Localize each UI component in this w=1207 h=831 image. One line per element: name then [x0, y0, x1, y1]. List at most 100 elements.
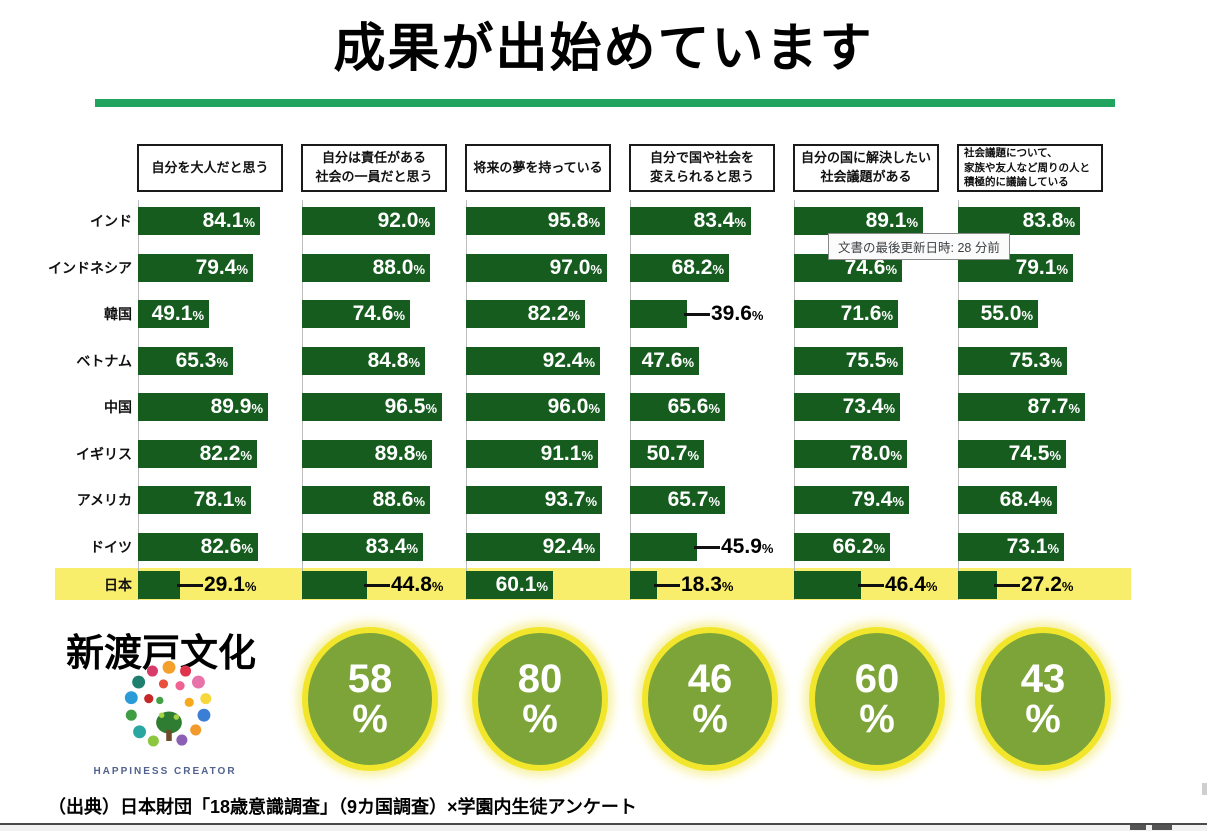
value-unit: % — [241, 541, 253, 556]
bar-value-outside: 46.4% — [885, 571, 937, 599]
bar-cell: 95.8% — [466, 207, 628, 235]
question-header-line: 家族や友人など周りの人と — [964, 161, 1090, 174]
bar-cell: 49.1% — [138, 300, 300, 328]
circle-unit: % — [522, 697, 558, 741]
bar-value-inside: 83.4% — [366, 533, 418, 561]
value-unit: % — [1063, 215, 1075, 230]
value-unit: % — [216, 355, 228, 370]
value-unit: % — [251, 401, 263, 416]
country-bar: 68.4% — [958, 486, 1057, 514]
value-unit: % — [682, 355, 694, 370]
last-updated-tooltip: 文書の最後更新日時: 28 分前 — [828, 233, 1010, 260]
value-unit: % — [1049, 448, 1061, 463]
bar-value-outside: 45.9% — [721, 533, 773, 561]
value-number: 97.0 — [549, 256, 591, 279]
bar-value-inside: 79.4% — [852, 486, 904, 514]
question-header: 社会議題について、 家族や友人など周りの人と 積極的に議論している — [957, 144, 1103, 192]
value-number: 78.1 — [193, 488, 235, 511]
value-number: 84.8 — [367, 349, 409, 372]
value-unit: % — [925, 579, 938, 594]
country-bar — [302, 571, 367, 599]
bar-cell: 92.4% — [466, 533, 628, 561]
question-header-line: 積極的に議論している — [964, 176, 1069, 189]
school-result-circle: 46% — [642, 627, 778, 771]
value-unit: % — [536, 579, 548, 594]
value-unit: % — [192, 308, 204, 323]
bar-value-inside: 60.1% — [496, 571, 548, 599]
value-unit: % — [873, 541, 885, 556]
value-number: 79.4 — [195, 256, 237, 279]
country-bar: 68.2% — [630, 254, 729, 282]
country-bar: 60.1% — [466, 571, 553, 599]
bar-value-inside: 65.6% — [668, 393, 720, 421]
bar-cell: 55.0% — [958, 300, 1120, 328]
value-number: 50.7 — [646, 442, 688, 465]
school-result-circle: 58% — [302, 627, 438, 771]
country-bar: 97.0% — [466, 254, 607, 282]
value-unit: % — [1061, 579, 1074, 594]
value-unit: % — [588, 401, 600, 416]
bar-value-outside: 27.2% — [1021, 571, 1073, 599]
bar-value-inside: 89.1% — [866, 207, 918, 235]
value-unit: % — [1021, 308, 1033, 323]
leader-line — [858, 584, 884, 587]
value-unit: % — [906, 215, 918, 230]
bar-cell: 89.8% — [302, 440, 464, 468]
value-unit: % — [431, 579, 444, 594]
country-label: 韓国 — [104, 306, 132, 322]
bar-value-inside: 75.3% — [1010, 347, 1062, 375]
country-label: アメリカ — [76, 492, 132, 508]
value-number: 27.2 — [1021, 573, 1062, 596]
bar-cell: 83.8% — [958, 207, 1120, 235]
bar-cell: 78.0% — [794, 440, 956, 468]
country-bar: 82.6% — [138, 533, 258, 561]
bar-value-inside: 74.6% — [845, 254, 897, 282]
value-unit: % — [408, 355, 420, 370]
country-bar: 95.8% — [466, 207, 605, 235]
bar-value-inside: 82.6% — [201, 533, 253, 561]
value-unit: % — [1040, 494, 1052, 509]
bar-cell: 65.7% — [630, 486, 792, 514]
value-number: 74.6 — [352, 302, 394, 325]
country-bar: 83.4% — [630, 207, 751, 235]
school-result-circle: 43% — [975, 627, 1111, 771]
value-number: 29.1 — [204, 573, 245, 596]
bar-value-outside: 44.8% — [391, 571, 443, 599]
value-number: 74.5 — [1008, 442, 1050, 465]
bar-cell: 89.9% — [138, 393, 300, 421]
bar-value-outside: 29.1% — [204, 571, 256, 599]
country-label: インド — [90, 213, 132, 229]
bar-cell: 79.4% — [138, 254, 300, 282]
value-unit: % — [413, 262, 425, 277]
value-number: 73.1 — [1006, 535, 1048, 558]
country-bar — [630, 533, 697, 561]
value-number: 92.0 — [377, 209, 419, 232]
bar-value-inside: 74.6% — [353, 300, 405, 328]
value-number: 88.0 — [372, 256, 414, 279]
value-unit: % — [425, 401, 437, 416]
value-number: 89.8 — [374, 442, 416, 465]
bar-cell: 68.4% — [958, 486, 1120, 514]
question-header: 自分で国や社会を 変えられると思う — [629, 144, 775, 192]
value-number: 73.4 — [842, 395, 884, 418]
value-number: 93.7 — [544, 488, 586, 511]
question-header-line: 社会議題がある — [820, 169, 912, 184]
circle-unit: % — [859, 697, 895, 741]
leader-line — [684, 313, 710, 316]
circle-value: 43 — [1020, 657, 1066, 701]
country-label: 日本 — [104, 577, 132, 593]
question-header: 自分は責任がある 社会の一員だと思う — [301, 144, 447, 192]
bar-value-inside: 93.7% — [545, 486, 597, 514]
value-unit: % — [883, 401, 895, 416]
bar-value-inside: 65.3% — [176, 347, 228, 375]
bar-value-inside: 78.1% — [194, 486, 246, 514]
value-number: 87.7 — [1027, 395, 1069, 418]
value-number: 83.8 — [1022, 209, 1064, 232]
question-header-line: 自分の国に解決したい — [800, 150, 931, 166]
value-unit: % — [881, 308, 893, 323]
value-number: 49.1 — [151, 302, 193, 325]
bar-cell: 96.5% — [302, 393, 464, 421]
bar-value-inside: 68.2% — [672, 254, 724, 282]
bottom-margin-strip — [0, 825, 1207, 831]
country-bar: 87.7% — [958, 393, 1085, 421]
